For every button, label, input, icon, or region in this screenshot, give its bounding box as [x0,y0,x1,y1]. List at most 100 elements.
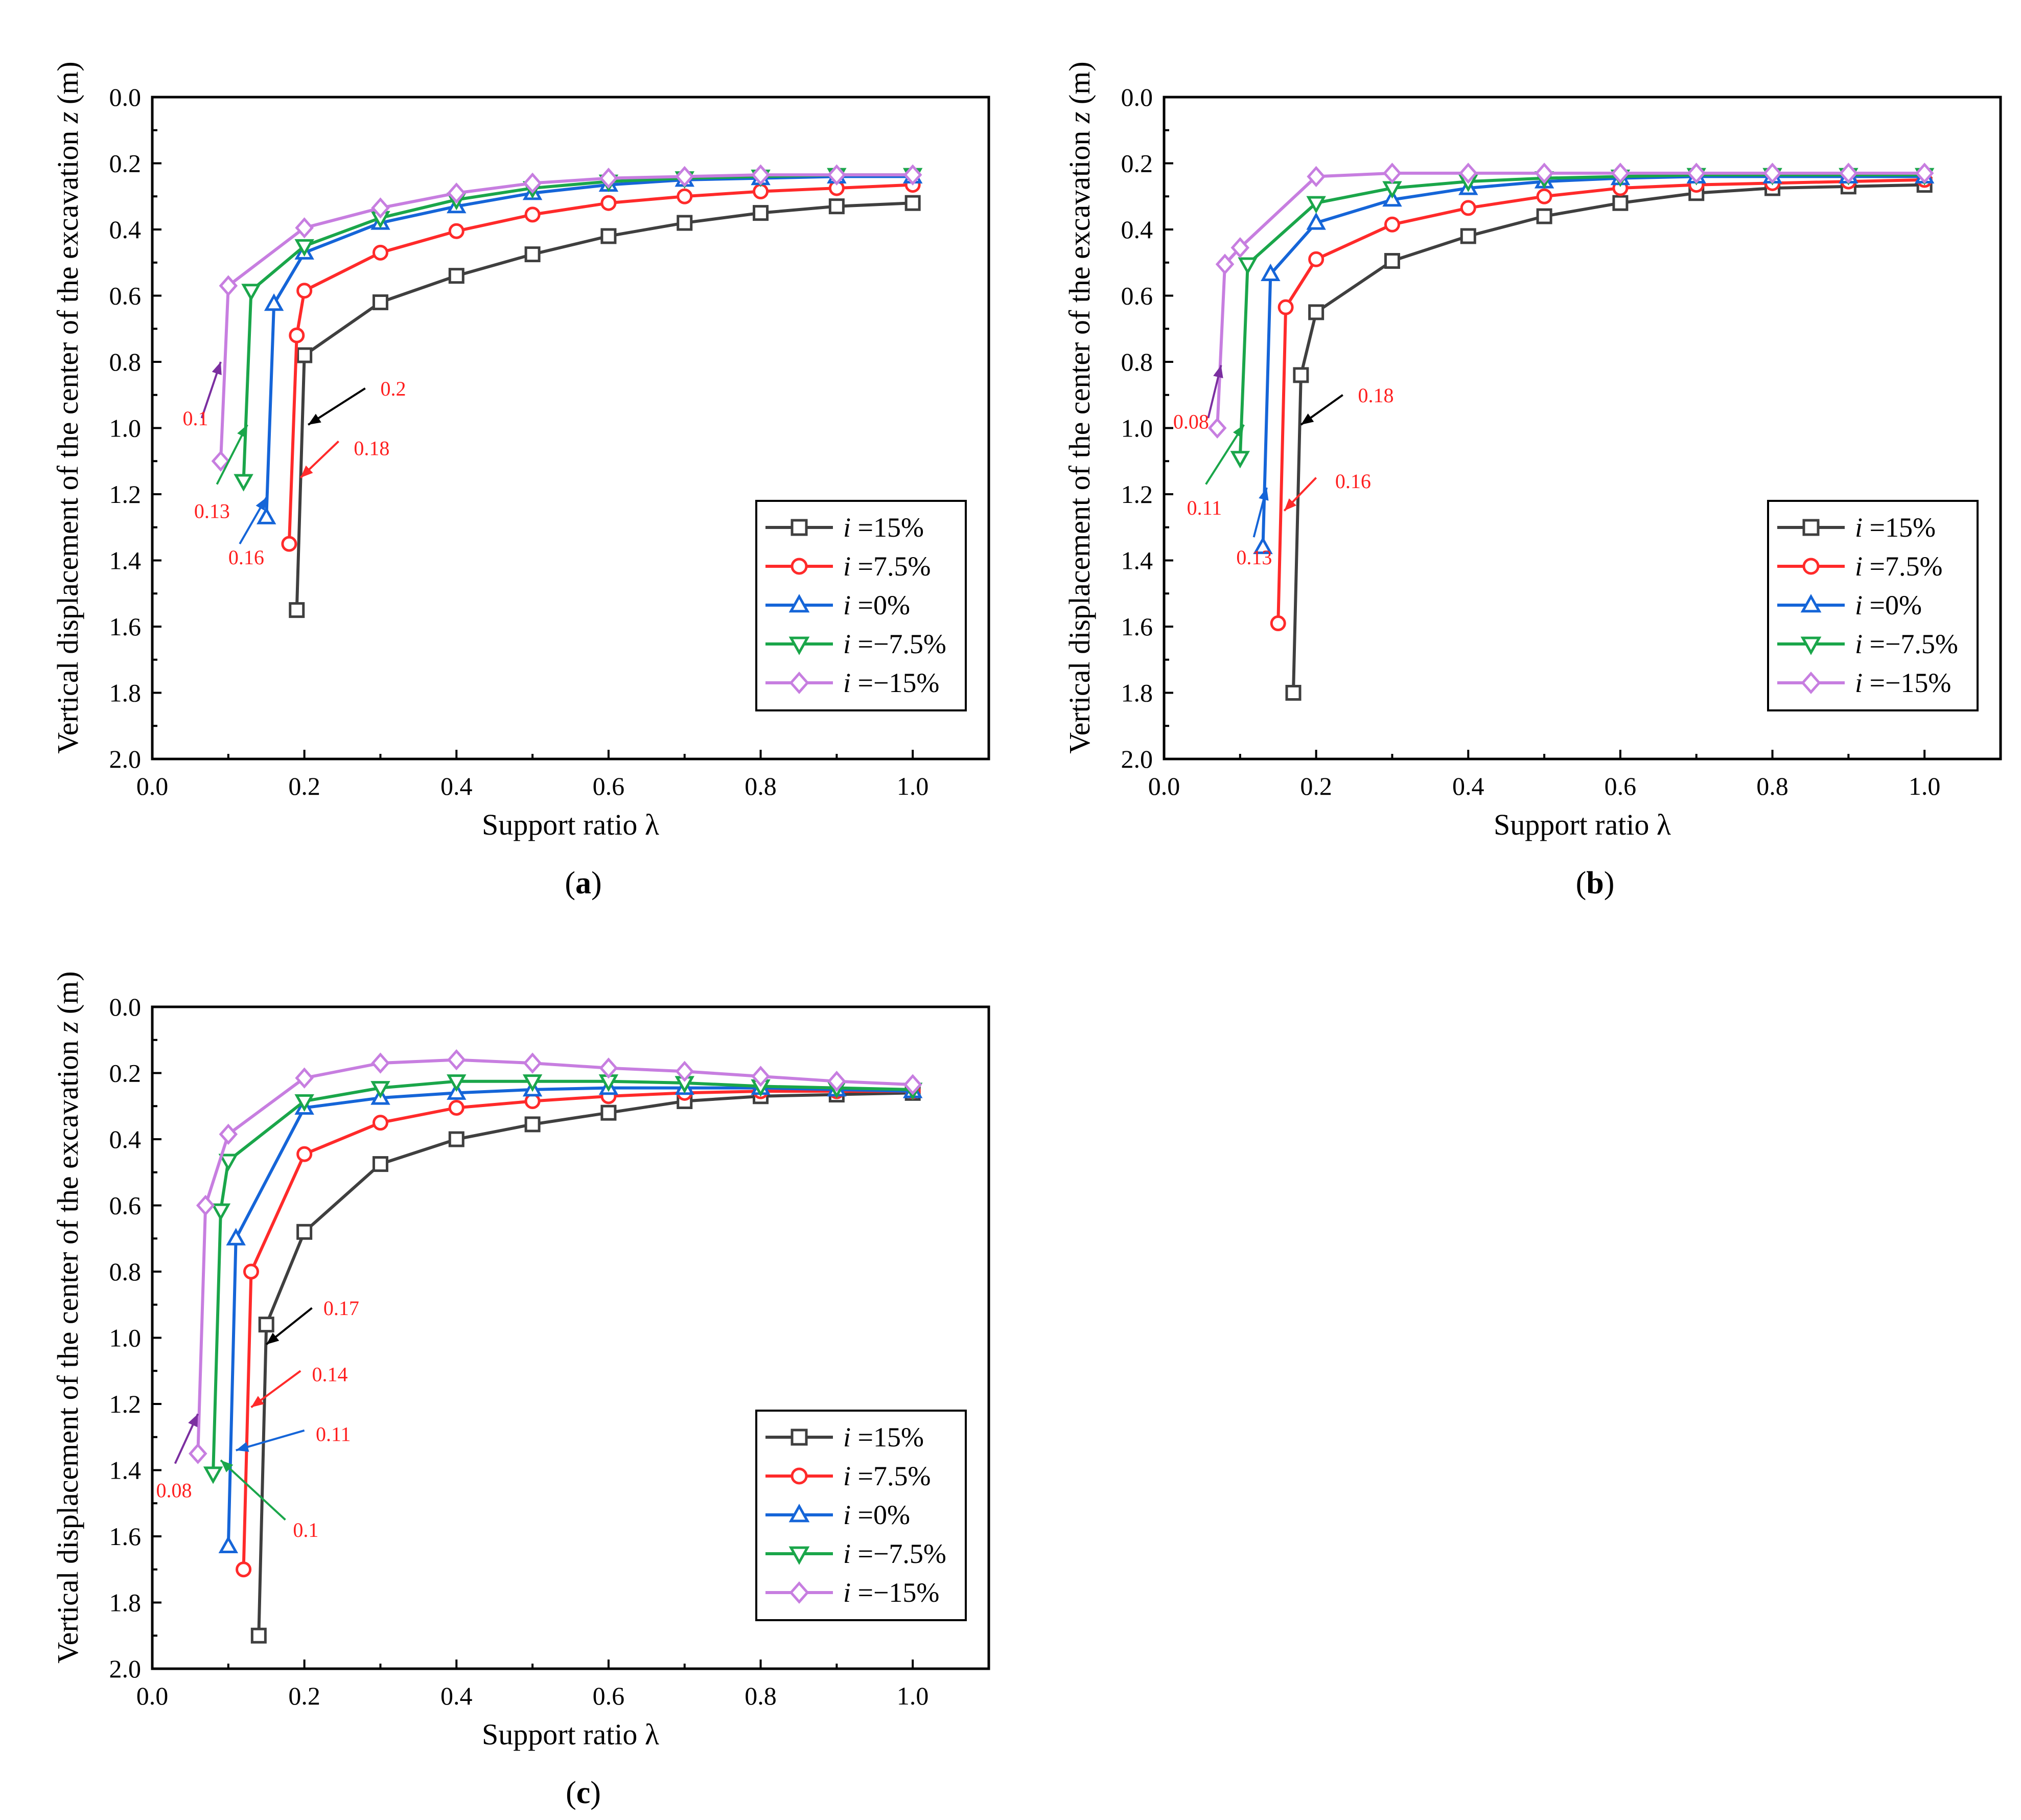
legend-label-var: i [843,1422,851,1453]
panel-label-open: ( [1576,866,1587,901]
y-axis-label: Vertical displacement of the center of t… [51,61,84,753]
data-point-marker [211,450,230,472]
y-tick-label: 0.8 [109,1257,142,1286]
data-point-marker [1536,188,1552,204]
data-point-marker [448,1131,464,1147]
y-axis-label-unit: (m) [51,61,84,111]
y-tick-label: 0.4 [1121,215,1153,244]
panel-label-letter: a [575,866,591,901]
data-point-marker [1460,228,1476,244]
y-tick-label: 0.8 [1121,348,1153,376]
legend-swatch-marker [1800,636,1822,655]
x-tick-label: 0.4 [440,1681,473,1710]
x-tick-label: 0.2 [288,1681,320,1710]
data-point-marker [600,228,617,244]
legend-label: i =−7.5% [843,1538,946,1569]
data-point-marker [372,1115,388,1131]
data-point-marker [1763,163,1782,184]
data-point-marker [1535,163,1554,184]
data-point-marker [289,327,305,343]
y-axis-label-unit: (m) [1063,61,1096,111]
plot-group: 0.0 0.2 0.4 0.6 0.8 1.0 0.0 0.2 0.4 0.6 0.8 1.0 1.2 1… [51,971,990,1810]
y-tick-label: 0.6 [1121,282,1153,310]
panel-label-open: ( [565,866,575,901]
data-point-marker [677,215,693,231]
x-tick-label: 0.8 [745,772,777,800]
data-point-marker [903,164,922,186]
data-point-marker [599,167,618,189]
legend-label-value: =−15% [851,1577,939,1608]
y-axis-label-main: Vertical displacement of the center of t… [1063,123,1096,754]
annotation-arrowhead [1233,425,1244,438]
data-point-marker [448,223,464,239]
plot-group: 0.0 0.2 0.4 0.6 0.8 1.0 0.0 0.2 0.4 0.6 0.8 1.0 1.2 1… [1063,61,2002,901]
data-point-marker [295,1067,314,1089]
annotation-arrowhead [237,425,248,438]
data-point-marker [1253,536,1273,555]
y-axis-label-var: z [51,112,84,124]
legend-label-var: i [843,667,851,698]
y-tick-label: 1.8 [1121,679,1153,707]
legend-swatch-marker [1802,519,1820,536]
y-tick-label: 1.6 [1121,612,1153,641]
legend-label-value: =−15% [1863,667,1951,698]
chart-panel-c: 0.0 0.2 0.4 0.6 0.8 1.0 0.0 0.2 0.4 0.6 0.8 1.0 1.2 1… [51,971,990,1810]
y-tick-label: 2.0 [109,1654,142,1683]
legend-swatch-marker [791,558,808,575]
panel-label-open: ( [566,1776,576,1810]
legend-label: i =−15% [843,667,939,698]
y-tick-label: 1.2 [109,1390,142,1418]
legend-label-value: =0% [851,590,910,620]
data-point-marker [600,1104,617,1121]
annotation-label: 0.14 [312,1363,348,1386]
data-point-marker [218,1535,239,1553]
legend-swatch-marker [791,1429,808,1446]
legend-swatch-marker [791,1467,808,1485]
legend-swatch-marker [788,594,810,613]
legend-label: i =0% [1855,590,1922,620]
legend-label: i =7.5% [843,551,931,582]
panel-label-close: ) [591,866,602,901]
y-tick-label: 1.0 [1121,414,1153,443]
y-tick-label: 1.2 [1121,480,1153,509]
y-tick-label: 0.0 [109,993,142,1021]
legend-swatch-marker [1800,594,1822,613]
data-point-marker [1270,615,1286,632]
legend-swatch-marker [789,1581,809,1604]
annotation-label: 0.16 [1335,470,1371,493]
legend-swatch-marker [1802,558,1820,575]
legend-label: i =−15% [843,1577,939,1608]
y-tick-label: 1.6 [109,1522,142,1551]
data-point-marker [1383,163,1402,184]
data-point-marker [234,474,253,492]
data-point-marker [258,1317,274,1333]
data-point-marker [241,284,261,302]
series-line [219,173,913,462]
legend-label-value: =7.5% [851,1461,931,1491]
plot-frame [1163,96,2002,761]
y-tick-label: 1.8 [109,1588,142,1617]
data-point-marker [1230,237,1250,259]
data-point-marker [523,1052,542,1074]
data-point-marker [264,293,284,311]
panel-label: (c) [566,1776,601,1810]
annotation-label: 0.13 [194,499,230,522]
data-point-marker [447,1049,466,1071]
legend-swatch-marker [1801,672,1821,694]
legend-swatch-marker [791,519,808,536]
data-point-marker [1460,200,1476,216]
x-tick-label: 0.0 [136,772,169,800]
data-point-marker [447,1074,467,1092]
data-point-marker [296,1146,313,1162]
legend-label: i =7.5% [1855,551,1942,582]
data-point-marker [1308,251,1325,267]
data-point-marker [236,1561,252,1578]
x-axis-label: Support ratio λ [482,808,659,841]
data-point-marker [295,217,314,239]
legend-label: i =15% [843,512,924,543]
x-tick-label: 0.6 [1605,772,1637,800]
data-point-marker [296,347,313,363]
data-point-marker [828,198,845,215]
data-point-marker [211,1203,231,1221]
data-point-marker [1687,163,1706,184]
